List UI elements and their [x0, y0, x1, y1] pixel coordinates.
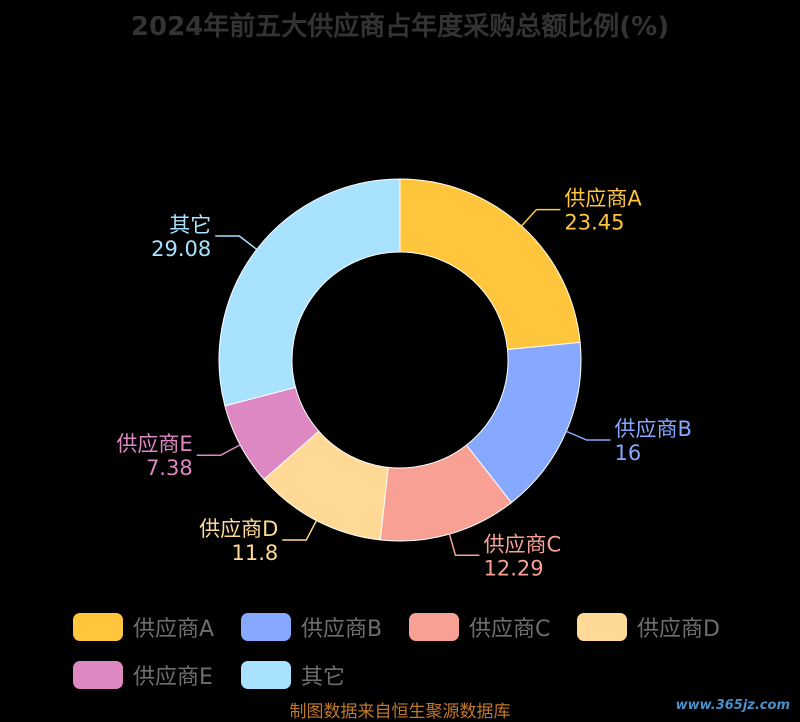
legend-label: 供应商D: [637, 617, 720, 642]
watermark: www.365jz.com: [675, 698, 790, 713]
legend-label: 其它: [301, 665, 346, 690]
legend-label: 供应商B: [301, 617, 383, 642]
legend-item-6[interactable]: 其它: [241, 660, 345, 690]
slice-label-5: 供应商E: [116, 432, 192, 456]
leader-line-6: [215, 235, 258, 251]
slice-value-5: 7.38: [146, 456, 193, 480]
slice-value-1: 23.45: [564, 211, 624, 235]
legend-label: 供应商C: [469, 617, 551, 642]
legend-swatch: [73, 661, 123, 689]
leader-line-4: [282, 520, 318, 541]
legend-label: 供应商A: [133, 617, 215, 642]
slice-value-3: 12.29: [483, 556, 543, 580]
slice-1[interactable]: [399, 178, 581, 351]
leader-line-1: [521, 208, 561, 227]
leader-line-3: [448, 533, 480, 557]
slice-value-2: 16: [615, 441, 642, 465]
legend-label: 供应商E: [133, 665, 213, 690]
slice-value-6: 29.08: [151, 237, 211, 261]
legend-item-1[interactable]: 供应商A: [73, 612, 214, 642]
slice-label-4: 供应商D: [199, 517, 278, 541]
legend-swatch: [409, 613, 459, 641]
legend-swatch: [241, 613, 291, 641]
legend-swatch: [73, 613, 123, 641]
slice-label-3: 供应商C: [483, 532, 561, 556]
legend-item-2[interactable]: 供应商B: [241, 612, 382, 642]
legend-item-4[interactable]: 供应商D: [577, 612, 720, 642]
slice-6[interactable]: [218, 178, 401, 407]
legend-item-3[interactable]: 供应商C: [409, 612, 550, 642]
legend-swatch: [241, 661, 291, 689]
slice-value-4: 11.8: [231, 541, 278, 565]
slice-label-1: 供应商A: [564, 187, 642, 211]
slice-label-6: 其它: [169, 213, 211, 237]
leader-line-5: [196, 444, 241, 456]
source-note: 制图数据来自恒生聚源数据库: [289, 702, 511, 722]
legend-item-5[interactable]: 供应商E: [73, 660, 213, 690]
chart-title: 2024年前五大供应商占年度采购总额比例(%): [130, 12, 670, 42]
leader-line-2: [566, 430, 611, 441]
slice-label-2: 供应商B: [615, 417, 692, 441]
legend-swatch: [577, 613, 627, 641]
